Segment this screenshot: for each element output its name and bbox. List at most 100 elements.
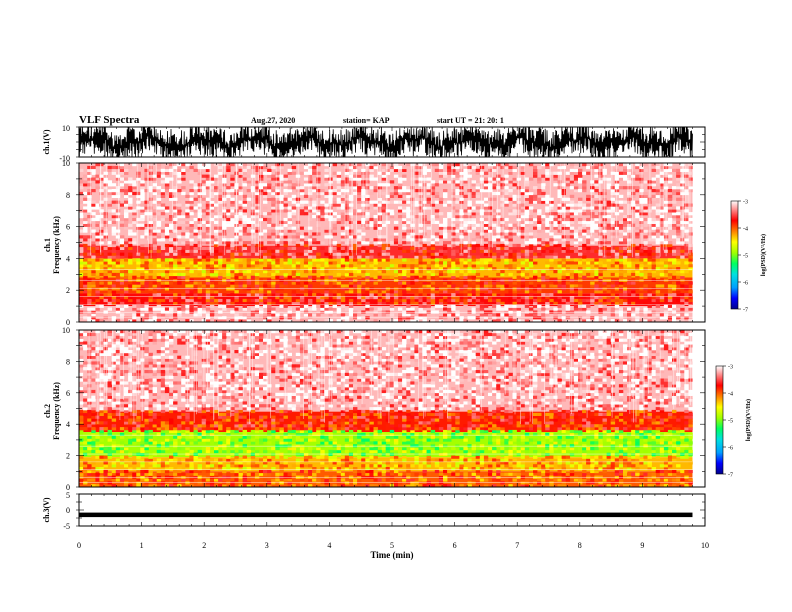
spectrogram-cell	[410, 232, 415, 236]
spectrogram-cell	[287, 307, 292, 311]
spectrogram-cell	[488, 298, 493, 303]
spectrogram-cell	[140, 267, 145, 271]
spectrogram-cell	[406, 189, 411, 193]
spectrogram-cell	[516, 278, 521, 282]
spectrogram-cell	[381, 270, 387, 274]
spectrogram-cell	[618, 206, 624, 210]
spectrogram-cell	[365, 304, 370, 308]
spectrogram-cell	[91, 189, 96, 193]
spectrogram-cell	[520, 249, 526, 253]
spectrogram-cell	[598, 301, 603, 305]
spectrogram-cell	[488, 296, 493, 300]
spectrogram-cell	[218, 171, 223, 175]
spectrogram-cell	[545, 243, 550, 248]
spectrogram-cell	[631, 226, 636, 230]
spectrogram-cell	[504, 200, 509, 204]
spectrogram-cell	[218, 313, 223, 317]
spectrogram-cell	[344, 255, 350, 259]
spectrogram-cell	[320, 307, 325, 311]
spectrogram-cell	[218, 212, 223, 216]
spectrogram-cell	[598, 215, 603, 219]
spectrogram-cell	[344, 177, 350, 181]
spectrogram-cell	[128, 238, 133, 242]
spectrogram-cell	[140, 183, 145, 187]
spectrogram-cell	[181, 206, 186, 210]
spectrogram-cell	[520, 296, 526, 300]
spectrogram-cell	[115, 255, 121, 259]
spectrogram-cell	[398, 165, 403, 170]
spectrogram-cell	[209, 191, 215, 196]
colorbar-tick-label: -3	[743, 200, 748, 206]
freq-tick-label: 6	[66, 223, 70, 232]
spectrogram-cell	[426, 200, 431, 204]
spectrogram-cell	[426, 177, 431, 181]
ch1-colorbar-ticks: -3-4-5-6-7	[738, 200, 748, 314]
spectrogram-cell	[606, 177, 611, 181]
spectrogram-cell	[565, 319, 571, 323]
spectrogram-cell	[185, 200, 190, 204]
spectrogram-cell	[95, 217, 100, 222]
spectrogram-cell	[512, 212, 517, 216]
spectrogram-cell	[169, 194, 174, 198]
spectrogram-cell	[643, 194, 648, 198]
spectrogram-cell	[414, 174, 419, 178]
spectrogram-cell	[573, 270, 579, 274]
spectrogram-cell	[430, 180, 436, 184]
spectrogram-cell	[406, 223, 411, 227]
spectrogram-cell	[267, 246, 272, 250]
spectrogram-cell	[308, 313, 313, 317]
spectrogram-cell	[389, 275, 395, 279]
spectrogram-cell	[209, 284, 215, 288]
spectrogram-cell	[426, 275, 431, 279]
spectrogram-cell	[680, 270, 685, 274]
spectrogram-cell	[667, 261, 673, 265]
spectrogram-cell	[447, 171, 452, 175]
spectrogram-cell	[406, 310, 411, 314]
spectrogram-cell	[639, 191, 644, 196]
spectrogram-cell	[303, 270, 309, 274]
spectrogram-cell	[214, 238, 219, 242]
spectrogram-cell	[422, 238, 427, 242]
spectrogram-cell	[389, 307, 395, 311]
spectrogram-cell	[467, 267, 472, 271]
spectrogram-cell	[128, 200, 133, 204]
spectrogram-cell	[684, 281, 689, 285]
spectrogram-cell	[443, 232, 448, 236]
spectrogram-cell	[373, 165, 378, 170]
spectrogram-cell	[488, 310, 493, 314]
spectrogram-cell	[144, 189, 149, 193]
spectrogram-cell	[312, 203, 317, 207]
spectrogram-cell	[111, 189, 117, 193]
spectrogram-cell	[606, 296, 611, 300]
spectrogram-cell	[414, 255, 419, 259]
spectrogram-cell	[234, 290, 239, 294]
spectrogram-cell	[434, 232, 440, 236]
spectrogram-cell	[639, 209, 644, 213]
spectrogram-cell	[651, 189, 656, 193]
spectrogram-cell	[488, 197, 493, 201]
spectrogram-cell	[602, 301, 607, 305]
spectrogram-cell	[389, 209, 395, 213]
spectrogram-cell	[618, 171, 624, 175]
spectrogram-cell	[91, 217, 96, 222]
spectrogram-cell	[87, 194, 92, 198]
spectrogram-cell	[533, 258, 538, 262]
spectrogram-cell	[115, 284, 121, 288]
spectrogram-cell	[606, 252, 611, 256]
spectrogram-cell	[283, 226, 288, 230]
spectrogram-cell	[136, 296, 141, 300]
spectrogram-cell	[483, 264, 489, 268]
spectrogram-cell	[316, 241, 321, 245]
spectrogram-cell	[205, 223, 211, 227]
spectrogram-cell	[455, 270, 460, 274]
spectrogram-cell	[381, 246, 387, 250]
spectrogram-cell	[537, 296, 542, 300]
spectrogram-cell	[177, 235, 182, 239]
spectrogram-cell	[369, 220, 374, 224]
spectrogram-cell	[373, 163, 378, 167]
spectrogram-cell	[303, 177, 309, 181]
spectrogram-cell	[177, 258, 182, 262]
spectrogram-cell	[623, 258, 628, 262]
spectrogram-cell	[443, 191, 448, 196]
